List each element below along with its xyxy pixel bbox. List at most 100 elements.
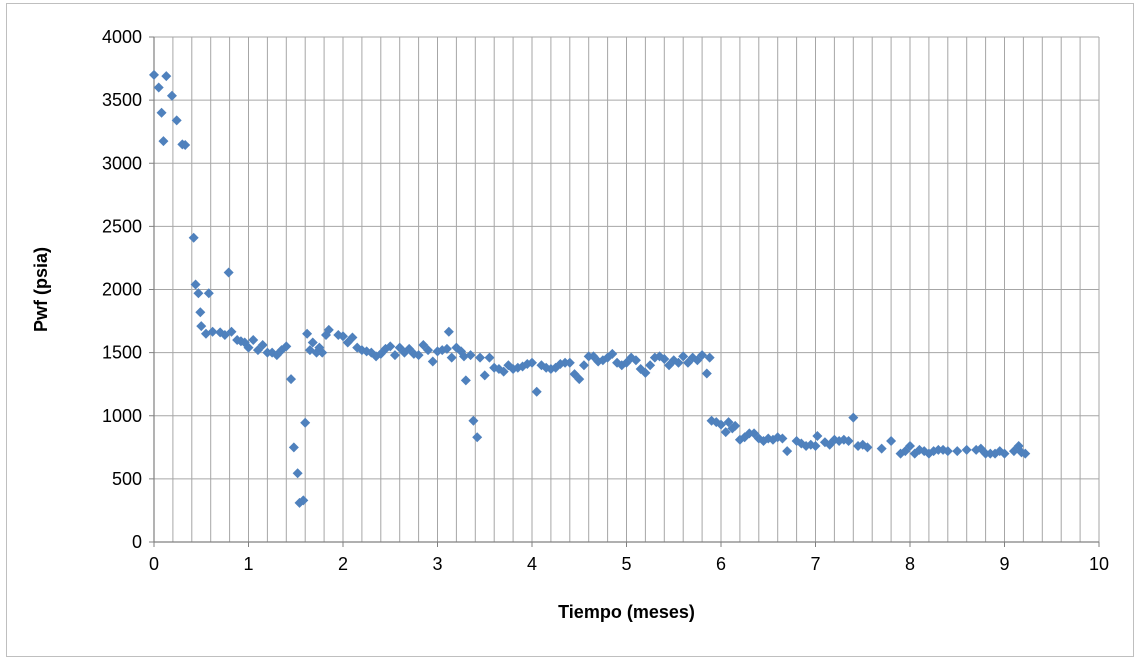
y-tick-label: 3000 bbox=[102, 153, 142, 173]
data-point bbox=[782, 446, 793, 457]
data-point bbox=[961, 444, 972, 455]
data-point bbox=[389, 350, 400, 361]
data-point bbox=[385, 341, 396, 352]
data-point bbox=[678, 351, 689, 362]
x-tick-labels: 0 1 2 3 4 5 6 7 8 9 10 bbox=[149, 554, 1109, 574]
data-point bbox=[257, 340, 268, 351]
data-point bbox=[248, 335, 259, 345]
x-tick-label: 7 bbox=[810, 554, 820, 574]
data-point bbox=[640, 367, 651, 378]
data-point bbox=[196, 321, 207, 332]
y-tick-label: 4000 bbox=[102, 27, 142, 47]
data-point bbox=[607, 348, 618, 359]
y-tick-label: 3500 bbox=[102, 90, 142, 110]
data-point bbox=[848, 412, 859, 423]
data-point bbox=[475, 352, 486, 363]
data-point bbox=[302, 328, 313, 339]
data-point bbox=[645, 360, 656, 371]
scatter-chart: 0 1 2 3 4 5 6 7 8 9 10 0 500 1000 1500 2000 2500 3000 350… bbox=[31, 27, 1109, 622]
grid-lines bbox=[153, 36, 1100, 543]
data-point bbox=[195, 307, 206, 318]
data-point bbox=[905, 441, 915, 452]
data-point bbox=[952, 446, 963, 457]
x-tick-label: 9 bbox=[999, 554, 1009, 574]
data-point bbox=[171, 115, 182, 126]
data-point bbox=[446, 352, 457, 363]
data-point bbox=[443, 326, 454, 337]
data-point bbox=[286, 374, 297, 385]
x-tick-label: 2 bbox=[338, 554, 348, 574]
y-tick-label: 1500 bbox=[102, 343, 142, 363]
data-point bbox=[347, 332, 358, 343]
data-point bbox=[226, 326, 237, 337]
x-tick-label: 4 bbox=[527, 554, 537, 574]
data-point bbox=[300, 417, 311, 428]
x-tick-label: 8 bbox=[905, 554, 915, 574]
data-point bbox=[441, 343, 452, 354]
data-point bbox=[281, 341, 292, 352]
y-tick-label: 500 bbox=[112, 469, 142, 489]
data-point bbox=[574, 374, 585, 385]
data-point bbox=[484, 352, 495, 363]
data-point bbox=[193, 288, 204, 299]
data-point bbox=[777, 433, 788, 444]
x-tick-label: 0 bbox=[149, 554, 159, 574]
data-point bbox=[292, 468, 303, 479]
data-point bbox=[307, 337, 318, 348]
data-point bbox=[413, 350, 424, 361]
data-points bbox=[149, 69, 1031, 508]
data-point bbox=[468, 415, 479, 426]
data-point bbox=[876, 443, 887, 454]
data-point bbox=[288, 442, 299, 453]
data-point bbox=[338, 331, 348, 342]
data-point bbox=[843, 436, 854, 446]
y-tick-label: 1000 bbox=[102, 406, 142, 426]
data-point bbox=[701, 368, 712, 379]
data-point bbox=[223, 267, 234, 278]
data-point bbox=[531, 386, 542, 397]
data-point bbox=[659, 353, 670, 364]
data-point bbox=[298, 495, 309, 506]
data-point bbox=[161, 71, 172, 82]
data-point bbox=[252, 345, 263, 356]
data-point bbox=[578, 360, 589, 371]
data-point bbox=[862, 442, 873, 453]
y-axis-title: Pwf (psia) bbox=[31, 247, 51, 332]
x-tick-label: 6 bbox=[716, 554, 726, 574]
data-point bbox=[460, 375, 471, 386]
data-point bbox=[149, 69, 159, 80]
data-point bbox=[527, 357, 537, 368]
data-point bbox=[812, 430, 823, 441]
data-point bbox=[423, 345, 434, 356]
data-point bbox=[673, 357, 684, 368]
x-axis-title: Tiempo (meses) bbox=[558, 602, 695, 622]
data-point bbox=[472, 432, 483, 443]
y-tick-label: 2000 bbox=[102, 280, 142, 300]
data-point bbox=[1020, 448, 1031, 459]
x-tick-label: 3 bbox=[432, 554, 442, 574]
y-tick-labels: 0 500 1000 1500 2000 2500 3000 3500 4000 bbox=[102, 27, 142, 552]
x-tick-label: 10 bbox=[1089, 554, 1109, 574]
data-point bbox=[465, 350, 476, 361]
data-point bbox=[180, 139, 191, 150]
data-point bbox=[188, 232, 199, 243]
data-point bbox=[207, 326, 218, 337]
data-point bbox=[723, 417, 734, 428]
data-point bbox=[243, 342, 254, 353]
data-point bbox=[716, 419, 726, 430]
x-tick-label: 5 bbox=[621, 554, 631, 574]
data-point bbox=[156, 107, 167, 118]
data-point bbox=[697, 350, 708, 361]
data-point bbox=[427, 356, 438, 367]
data-point bbox=[886, 436, 897, 446]
data-point bbox=[153, 82, 164, 93]
data-point bbox=[999, 448, 1010, 459]
data-point bbox=[458, 351, 469, 362]
data-point bbox=[720, 427, 731, 438]
data-point bbox=[323, 324, 334, 335]
data-point bbox=[704, 352, 715, 363]
x-tick-label: 1 bbox=[243, 554, 253, 574]
data-point bbox=[564, 357, 575, 368]
data-point bbox=[158, 136, 169, 147]
data-point bbox=[479, 370, 490, 381]
